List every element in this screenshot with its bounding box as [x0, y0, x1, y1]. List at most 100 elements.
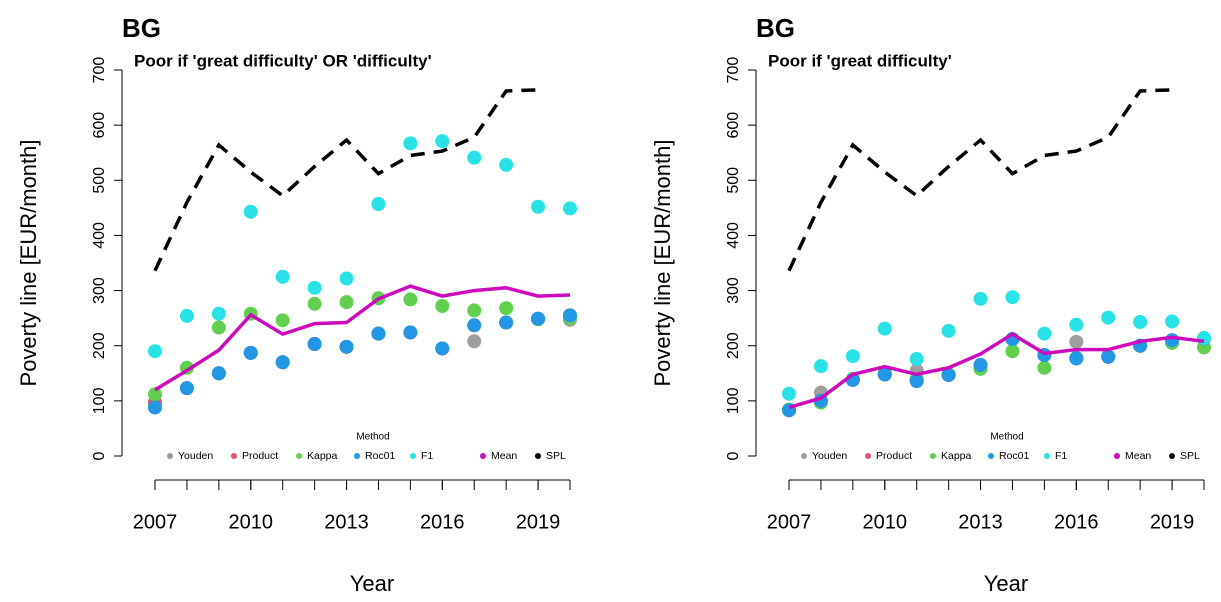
data-point [403, 292, 418, 307]
y-tick-label: 600 [725, 112, 742, 139]
series-line [787, 88, 1173, 272]
data-point [563, 308, 577, 323]
x-tick-label: 2010 [229, 511, 274, 533]
data-point [1069, 317, 1084, 332]
data-point [563, 201, 577, 216]
data-point [435, 299, 450, 314]
x-tick-label: 2019 [516, 511, 561, 533]
data-point [909, 374, 924, 389]
data-point [467, 303, 482, 318]
data-point [275, 355, 290, 370]
data-point [435, 134, 450, 149]
legend-title: Method [990, 432, 1023, 443]
x-axis-title: Year [350, 571, 394, 596]
legend-title: Method [356, 432, 389, 443]
x-axis-title: Year [984, 571, 1028, 596]
data-point [307, 280, 322, 295]
legend-marker [410, 453, 416, 459]
data-point [148, 387, 162, 402]
y-axis-title: Poverty line [EUR/month] [650, 140, 675, 387]
y-tick-label: 700 [725, 57, 742, 84]
data-point [941, 367, 956, 382]
y-tick-label: 500 [725, 167, 742, 194]
y-tick-label: 100 [91, 387, 108, 414]
data-point [179, 308, 194, 323]
data-point [1005, 344, 1020, 359]
data-point [877, 367, 892, 382]
data-point [339, 295, 354, 310]
x-tick-label: 2019 [1150, 511, 1195, 533]
y-tick-label: 300 [91, 277, 108, 304]
data-point [1165, 333, 1180, 348]
y-tick-label: 100 [725, 387, 742, 414]
legend-marker [801, 453, 807, 459]
series-line [788, 332, 1205, 410]
data-point [499, 301, 514, 316]
legend-marker [167, 453, 173, 459]
data-point [371, 326, 386, 341]
data-point [211, 320, 226, 335]
data-point [1069, 351, 1084, 366]
y-tick-label: 400 [91, 222, 108, 249]
legend-marker [930, 453, 936, 459]
data-point [973, 291, 988, 306]
data-point [275, 269, 290, 284]
x-tick-label: 2007 [133, 511, 178, 533]
y-tick-label: 700 [91, 57, 108, 84]
data-point [1133, 315, 1148, 330]
y-tick-label: 0 [91, 451, 108, 460]
data-point [467, 334, 482, 349]
data-point [877, 321, 892, 336]
legend-marker [1114, 453, 1120, 459]
data-point [941, 323, 956, 338]
data-point [1101, 349, 1116, 364]
x-tick-label: 2010 [863, 511, 908, 533]
data-point [845, 349, 860, 364]
legend-label: Mean [491, 450, 517, 462]
legend-label: SPL [1180, 450, 1200, 462]
data-point [307, 337, 322, 352]
x-tick-label: 2016 [420, 511, 465, 533]
data-point [1101, 310, 1116, 325]
data-point [1069, 334, 1084, 349]
y-tick-label: 500 [91, 167, 108, 194]
data-point [499, 315, 514, 330]
panel: BG Poor if 'great difficulty' Poverty line… [650, 13, 1211, 596]
legend-label: Kappa [941, 450, 972, 462]
data-point [909, 351, 924, 366]
legend-label: F1 [1055, 450, 1067, 462]
legend-marker [1044, 453, 1050, 459]
y-tick-label: 600 [91, 112, 108, 139]
chart-subtitle: Poor if 'great difficulty' [768, 51, 952, 70]
data-point [307, 296, 322, 311]
y-tick-label: 200 [725, 332, 742, 359]
data-point [467, 150, 482, 165]
legend-label: Youden [812, 450, 847, 462]
chart-subtitle: Poor if 'great difficulty' OR 'difficult… [134, 51, 432, 70]
y-tick-label: 0 [725, 451, 742, 460]
panel: BG Poor if 'great difficulty' OR 'difficu… [16, 13, 577, 596]
legend-label: Product [242, 450, 278, 462]
data-point [148, 400, 162, 415]
legend-marker [865, 453, 871, 459]
data-point [499, 157, 514, 172]
x-tick-label: 2007 [767, 511, 812, 533]
data-point [1037, 326, 1052, 341]
data-point [1197, 330, 1211, 345]
y-tick-label: 200 [91, 332, 108, 359]
legend-label: Mean [1125, 450, 1151, 462]
y-tick-label: 300 [725, 277, 742, 304]
x-tick-label: 2013 [958, 511, 1003, 533]
data-point [435, 341, 450, 356]
legend-marker [231, 453, 237, 459]
data-point [403, 325, 418, 340]
data-point [211, 306, 226, 321]
legend-label: Roc01 [365, 450, 396, 462]
data-point [467, 318, 482, 333]
data-point [339, 339, 354, 354]
y-tick-label: 400 [725, 222, 742, 249]
data-point [813, 359, 828, 374]
data-point [403, 136, 418, 151]
series-line [153, 88, 539, 272]
